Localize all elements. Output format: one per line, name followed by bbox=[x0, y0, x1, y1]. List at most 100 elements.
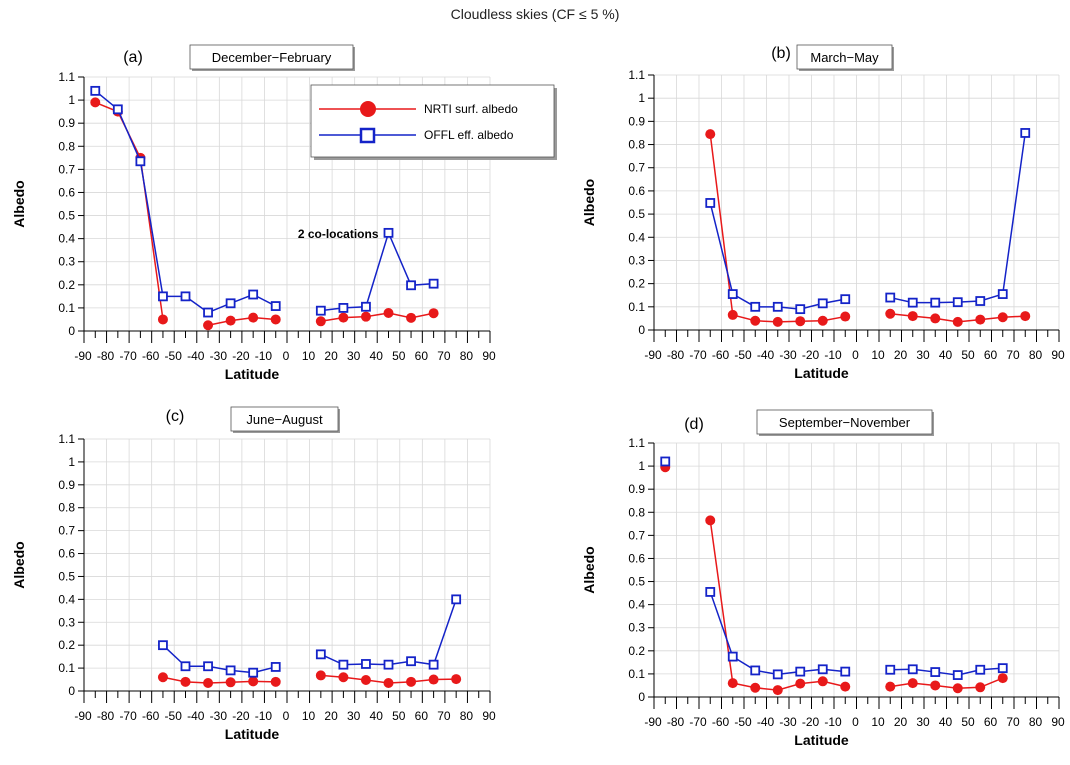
offl-point bbox=[817, 664, 828, 675]
chart-panel-b: -90 -80 -70 -60 -50 -40 -30 -20 -10 0 10 20 30 40 50 60… bbox=[581, 44, 1065, 381]
x-tick-label: -20 bbox=[802, 715, 820, 729]
nrti-point bbox=[750, 315, 761, 326]
season-label: December−February bbox=[212, 50, 332, 65]
nrti-point bbox=[795, 678, 806, 689]
x-tick-label: -90 bbox=[644, 715, 662, 729]
x-tick-label: 90 bbox=[482, 349, 496, 363]
x-tick-label: 10 bbox=[302, 709, 316, 723]
x-tick-label: 40 bbox=[370, 709, 384, 723]
x-axis-title: Latitude bbox=[225, 366, 280, 382]
offl-series bbox=[705, 128, 1031, 315]
x-tick-label: -50 bbox=[734, 715, 752, 729]
x-tick-label: 80 bbox=[460, 709, 474, 723]
nrti-point bbox=[338, 312, 349, 323]
offl-point bbox=[270, 301, 281, 311]
y-tick-label: 0 bbox=[68, 684, 75, 698]
nrti-point bbox=[952, 683, 963, 694]
annotation-label: 2 co-locations bbox=[298, 227, 379, 241]
y-tick-label: 0.3 bbox=[58, 255, 75, 269]
nrti-point bbox=[817, 676, 828, 687]
x-tick-label: -50 bbox=[734, 348, 752, 362]
x-tick-label: 90 bbox=[1051, 348, 1065, 362]
x-tick-label: -10 bbox=[255, 709, 273, 723]
offl-point bbox=[203, 661, 213, 672]
y-tick-label: 0.3 bbox=[58, 615, 75, 629]
nrti-legend-marker bbox=[360, 101, 376, 117]
x-tick-label: -90 bbox=[74, 349, 92, 363]
y-tick-label: 0.4 bbox=[628, 230, 645, 244]
x-tick-label: -10 bbox=[824, 715, 842, 729]
season-box bbox=[189, 44, 354, 70]
season-label: June−August bbox=[246, 412, 323, 427]
nrti-point bbox=[338, 672, 349, 683]
offl-point bbox=[997, 663, 1008, 674]
y-tick-label: 1.1 bbox=[58, 432, 75, 446]
x-tick-label: 30 bbox=[347, 709, 361, 723]
nrti-series bbox=[157, 670, 462, 688]
offl-point bbox=[727, 651, 738, 662]
nrti-point bbox=[406, 312, 417, 323]
x-tick-label: 30 bbox=[347, 349, 361, 363]
offl-point bbox=[158, 291, 168, 302]
y-tick-label: 0.2 bbox=[628, 277, 645, 291]
y-tick-label: 0.9 bbox=[58, 116, 75, 130]
x-tick-label: -70 bbox=[119, 349, 137, 363]
offl-point bbox=[180, 661, 191, 672]
x-tick-label: 90 bbox=[1051, 715, 1065, 729]
x-tick-label: -20 bbox=[232, 709, 250, 723]
nrti-point bbox=[270, 676, 281, 687]
y-tick-label: 0.6 bbox=[58, 547, 75, 561]
x-tick-label: -40 bbox=[187, 709, 205, 723]
x-tick-label: -90 bbox=[74, 709, 92, 723]
nrti-point bbox=[225, 315, 236, 326]
x-tick-label: -60 bbox=[712, 715, 730, 729]
y-tick-label: 0.3 bbox=[628, 253, 645, 267]
panel-label: (a) bbox=[123, 49, 143, 66]
offl-point bbox=[203, 307, 213, 318]
nrti-point bbox=[225, 677, 236, 688]
offl-point bbox=[383, 659, 394, 670]
season-label: September−November bbox=[779, 415, 911, 430]
nrti-point bbox=[248, 676, 259, 687]
offl-point bbox=[930, 667, 941, 677]
offl-point bbox=[1020, 128, 1031, 138]
x-tick-label: 70 bbox=[1006, 348, 1020, 362]
nrti-point bbox=[795, 316, 806, 327]
offl-series bbox=[158, 594, 462, 678]
nrti-point bbox=[157, 314, 168, 325]
x-tick-label: -90 bbox=[644, 348, 662, 362]
nrti-point bbox=[1020, 311, 1031, 322]
y-tick-label: 0.9 bbox=[628, 114, 645, 128]
nrti-point bbox=[840, 311, 851, 322]
y-tick-label: 0.1 bbox=[58, 661, 75, 675]
x-axis-title: Latitude bbox=[794, 732, 849, 748]
nrti-point bbox=[772, 685, 783, 696]
offl-point bbox=[975, 296, 986, 306]
offl-point bbox=[795, 666, 806, 677]
y-tick-label: 1.1 bbox=[58, 70, 75, 84]
nrti-series bbox=[90, 97, 439, 331]
y-tick-label: 0.1 bbox=[628, 300, 645, 314]
y-tick-label: 0.8 bbox=[58, 501, 75, 515]
x-tick-label: 20 bbox=[324, 709, 338, 723]
x-tick-label: -10 bbox=[255, 349, 273, 363]
x-tick-label: -30 bbox=[210, 709, 228, 723]
x-tick-label: -10 bbox=[824, 348, 842, 362]
x-tick-label: 40 bbox=[939, 348, 953, 362]
offl-point bbox=[90, 85, 101, 96]
offl-point bbox=[727, 289, 738, 299]
x-axis-title: Latitude bbox=[794, 365, 849, 381]
x-tick-label: -60 bbox=[142, 349, 160, 363]
offl-point bbox=[952, 297, 963, 308]
nrti-point bbox=[428, 674, 439, 685]
x-tick-label: -60 bbox=[712, 348, 730, 362]
y-tick-label: 0.5 bbox=[58, 209, 75, 223]
x-tick-label: 50 bbox=[392, 709, 406, 723]
x-tick-label: 60 bbox=[984, 715, 998, 729]
nrti-point bbox=[930, 313, 941, 324]
nrti-point bbox=[383, 307, 394, 318]
x-tick-label: -60 bbox=[142, 709, 160, 723]
grid bbox=[654, 442, 1060, 697]
offl-point bbox=[225, 665, 236, 676]
offl-line bbox=[890, 132, 1026, 304]
